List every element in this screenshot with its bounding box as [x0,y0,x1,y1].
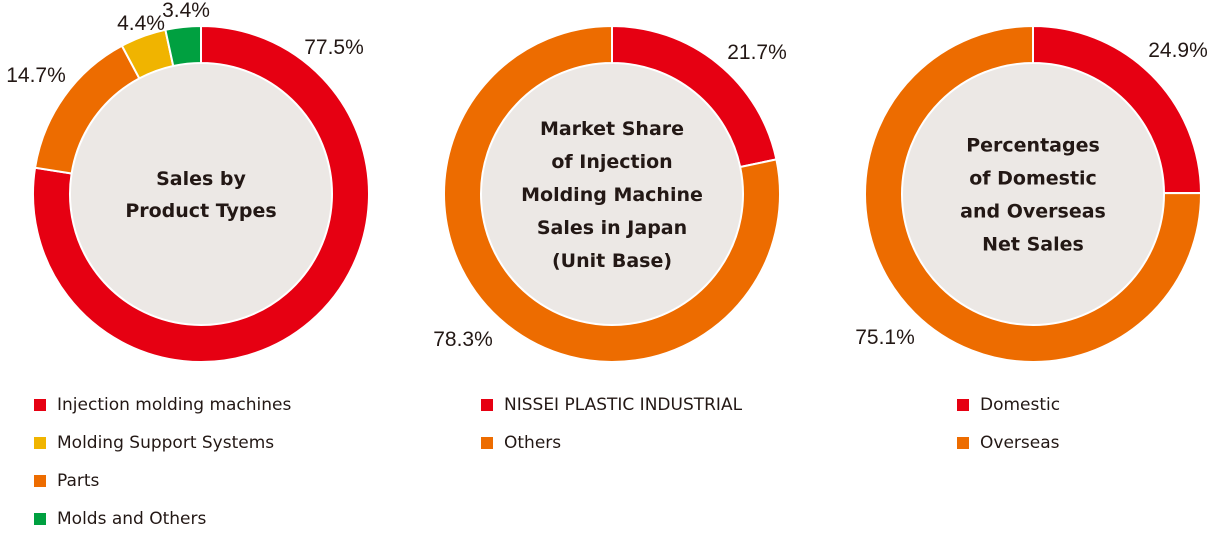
legend-domestic-overseas: Domestic Overseas [957,395,1060,471]
donut-center [482,64,742,324]
legend-swatch [957,399,969,411]
legend-item: Overseas [957,433,1060,453]
chart-title-line: Percentages [966,135,1100,157]
legend-swatch [34,437,46,449]
value-label: 77.5% [304,36,364,59]
legend-item: Parts [34,471,291,491]
slice-injection-molding-machines [32,24,370,363]
legend-label: Molds and Others [57,509,207,529]
legend-item: Domestic [957,395,1060,415]
chart-title-line: of Domestic [969,168,1097,190]
slice-others [443,24,781,363]
donut-sales-by-product: Sales by Product Types 77.5% 4.4% 14.7% 3.4% [6,0,370,363]
chart-title-line: and Overseas [960,201,1106,223]
chart-title-line: Molding Machine [521,184,703,206]
value-label: 24.9% [1148,39,1208,62]
legend-swatch [481,437,493,449]
legend-sales-by-product: Injection molding machines Molding Suppor… [34,395,291,547]
donut-charts: Sales by Product Types 77.5% 4.4% 14.7% 3.4% M… [6,0,1208,363]
value-label: 78.3% [433,328,493,351]
legend-item: Injection molding machines [34,395,291,415]
chart-title-line: Sales by [156,168,246,190]
legend-label: NISSEI PLASTIC INDUSTRIAL [504,395,743,415]
legend-label: Others [504,433,562,453]
chart-title-line: Market Share [540,118,684,140]
donut-domestic-overseas: Percentages of Domestic and Overseas Net Sa… [855,24,1208,363]
legend-label: Parts [57,471,100,491]
donut-market-share: Market Share of Injection Molding Machine S… [433,24,787,363]
chart-title-line: of Injection [551,151,672,173]
legend-item: Others [481,433,742,453]
value-label: 75.1% [855,326,915,349]
legend-label: Domestic [980,395,1061,415]
slice-overseas [864,24,1203,363]
legend-swatch [34,399,46,411]
value-label: 3.4% [162,0,210,22]
value-label: 4.4% [117,12,165,35]
chart-title-line: (Unit Base) [552,250,672,272]
legend-market-share: NISSEI PLASTIC INDUSTRIAL Others [481,395,742,471]
legend-swatch [957,437,969,449]
chart-title-line: Net Sales [982,234,1084,256]
chart-title-line: Product Types [125,200,276,222]
legend-swatch [34,475,46,487]
legend-swatch [481,399,493,411]
legend-label: Overseas [980,433,1060,453]
chart-title-line: Sales in Japan [537,217,687,239]
legend-label: Injection molding machines [57,395,292,415]
value-label: 14.7% [6,64,66,87]
slice-molds-and-others [164,24,202,68]
legend-item: NISSEI PLASTIC INDUSTRIAL [481,395,742,415]
donut-center [903,64,1163,324]
legend-item: Molds and Others [34,509,291,529]
legend-swatch [34,513,46,525]
legend-label: Molding Support Systems [57,433,275,453]
legend-item: Molding Support Systems [34,433,291,453]
donut-center [71,64,331,324]
value-label: 21.7% [727,41,787,64]
